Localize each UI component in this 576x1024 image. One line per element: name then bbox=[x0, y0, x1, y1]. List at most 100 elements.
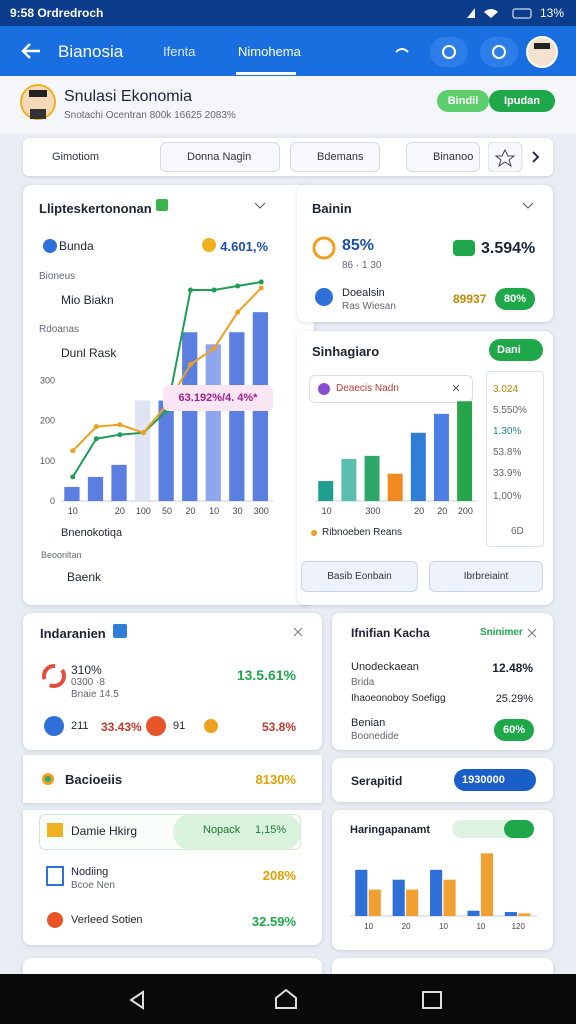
y-tick-label: 0 bbox=[50, 496, 55, 506]
header: Snulasi Ekonomia Snotachi Ocentran 800k … bbox=[0, 76, 576, 134]
filter-chip[interactable]: Donna Nagin bbox=[160, 142, 280, 172]
avatar bbox=[20, 84, 56, 120]
x-tick-label: 10 bbox=[476, 922, 485, 931]
trend-chart: 0 100 200 300 10 20 100 50 20 10 30 300 bbox=[40, 199, 273, 516]
status-bar: 9:58 Ordredroch 13% bbox=[0, 0, 576, 26]
ring-value: 310% bbox=[71, 663, 102, 677]
x-tick-label: 20 bbox=[414, 506, 424, 516]
card-button[interactable]: Ibrbreiaint bbox=[429, 561, 543, 592]
x-tick-label: 10 bbox=[322, 506, 332, 516]
line-point bbox=[188, 361, 194, 367]
line-point bbox=[258, 279, 264, 285]
row-label: Ihaoeonoboy Soefigg bbox=[351, 693, 446, 704]
tab-indicator bbox=[236, 72, 296, 75]
line-point bbox=[70, 474, 76, 480]
card-button[interactable]: Basib Eonbain bbox=[301, 561, 418, 592]
legend-label: Ribnoeben Reans bbox=[322, 527, 403, 538]
line-point bbox=[235, 309, 241, 315]
app-title: Bianosia bbox=[58, 42, 124, 61]
bar bbox=[134, 400, 151, 501]
back-button[interactable] bbox=[20, 41, 42, 61]
filter-more[interactable] bbox=[488, 142, 548, 172]
ring-sub: 0300 ·8 bbox=[71, 677, 105, 688]
bar bbox=[457, 401, 473, 501]
row-label: Bunda bbox=[59, 239, 94, 253]
filter-chip[interactable]: Gimotiom bbox=[25, 142, 141, 172]
bar bbox=[111, 464, 127, 501]
line-point bbox=[117, 432, 123, 438]
bar bbox=[392, 879, 405, 916]
x-tick-label: 100 bbox=[136, 506, 151, 516]
row-label: Rdoanas bbox=[39, 324, 80, 335]
y-tick-label: 300 bbox=[40, 375, 55, 385]
item-label: Verleed Sotien bbox=[71, 914, 143, 926]
app-bar: Bianosia Ifenta Nimohema bbox=[0, 26, 576, 76]
stat: 91 bbox=[173, 720, 186, 732]
header-button[interactable]: Bindil bbox=[437, 90, 489, 112]
status-amount: 89937 bbox=[453, 292, 487, 306]
list-card: Damie Hkirg Nopack 1,15% Nodiing Bcoe Ne… bbox=[23, 810, 322, 945]
nav-buttons[interactable] bbox=[0, 974, 576, 1024]
x-tick-label: 300 bbox=[254, 506, 269, 516]
filter-chip[interactable]: Binanoo bbox=[406, 142, 480, 172]
summary-label: Bacioeiis bbox=[65, 772, 123, 787]
bar bbox=[364, 455, 380, 501]
row-label: Unodeckaean bbox=[351, 661, 419, 673]
row-value: 12.48% bbox=[492, 661, 533, 675]
card-title: Ifnifian Kacha bbox=[351, 626, 430, 640]
x-tick-label: 10 bbox=[439, 922, 448, 931]
card-tag: Sninimer bbox=[480, 627, 523, 638]
status-line: Doealsin bbox=[342, 287, 385, 299]
line-point bbox=[258, 285, 264, 291]
line-point bbox=[70, 448, 76, 454]
bar bbox=[158, 400, 174, 501]
index-icons bbox=[42, 624, 303, 736]
y-tick-label: 100 bbox=[40, 456, 55, 466]
card-title: Bainin bbox=[312, 201, 352, 216]
battery: 13% bbox=[539, 6, 564, 20]
bar bbox=[368, 889, 381, 916]
bar bbox=[205, 344, 221, 501]
filter-chip[interactable]: Bdemans bbox=[290, 142, 380, 172]
trend-card: Llipteskertononan Bunda 4.601,% Bioneus … bbox=[23, 185, 314, 605]
close[interactable] bbox=[527, 628, 537, 638]
bar bbox=[410, 432, 426, 501]
status-icons bbox=[467, 8, 532, 19]
tab-active[interactable]: Nimohema bbox=[238, 44, 301, 59]
status-sub: 86 · 1 30 bbox=[342, 260, 382, 271]
stat: 53.8% bbox=[261, 720, 296, 734]
line-point bbox=[140, 430, 146, 436]
x-tick-label: 50 bbox=[162, 506, 172, 516]
tab[interactable]: Ifenta bbox=[163, 44, 196, 59]
bar bbox=[355, 869, 368, 916]
item-sub: Bcoe Nen bbox=[71, 880, 115, 891]
bar bbox=[387, 473, 403, 501]
bar bbox=[406, 889, 419, 916]
bar bbox=[443, 879, 456, 916]
status-icons bbox=[312, 202, 534, 306]
x-tick-label: 20 bbox=[115, 506, 125, 516]
serapitid-row: Serapitid 1930000 bbox=[332, 758, 553, 802]
item-value: 32.59% bbox=[251, 914, 296, 929]
line-point bbox=[117, 422, 123, 428]
card-title: Indaranien bbox=[40, 626, 106, 641]
status-line-sub: Ras Wiesan bbox=[342, 301, 396, 312]
toggle[interactable]: Dani bbox=[489, 339, 543, 361]
x-tick-label: 30 bbox=[233, 506, 243, 516]
note: Beoonltan bbox=[41, 550, 82, 560]
page-subtitle: Snotachi Ocentran 800k 16625 2083% bbox=[64, 110, 236, 121]
bar bbox=[433, 413, 449, 501]
header-button[interactable]: Ipudan bbox=[489, 90, 555, 112]
bars-chart: 10 300 20 20 200 bbox=[311, 383, 477, 536]
status-value: 3.594% bbox=[481, 240, 536, 257]
x-tick-label: 10 bbox=[68, 506, 78, 516]
card-title: Llipteskertononan bbox=[39, 201, 152, 216]
side-value: 6D bbox=[511, 526, 524, 537]
app-actions[interactable] bbox=[390, 34, 570, 70]
row-button[interactable]: 1930000 bbox=[454, 769, 536, 791]
summary-row: Bacioeiis 8130% bbox=[23, 755, 322, 803]
item-label: Damie Hkirg bbox=[71, 824, 138, 838]
line-point bbox=[211, 345, 217, 351]
card-button[interactable]: Baenk bbox=[67, 570, 102, 584]
bar bbox=[64, 486, 80, 501]
